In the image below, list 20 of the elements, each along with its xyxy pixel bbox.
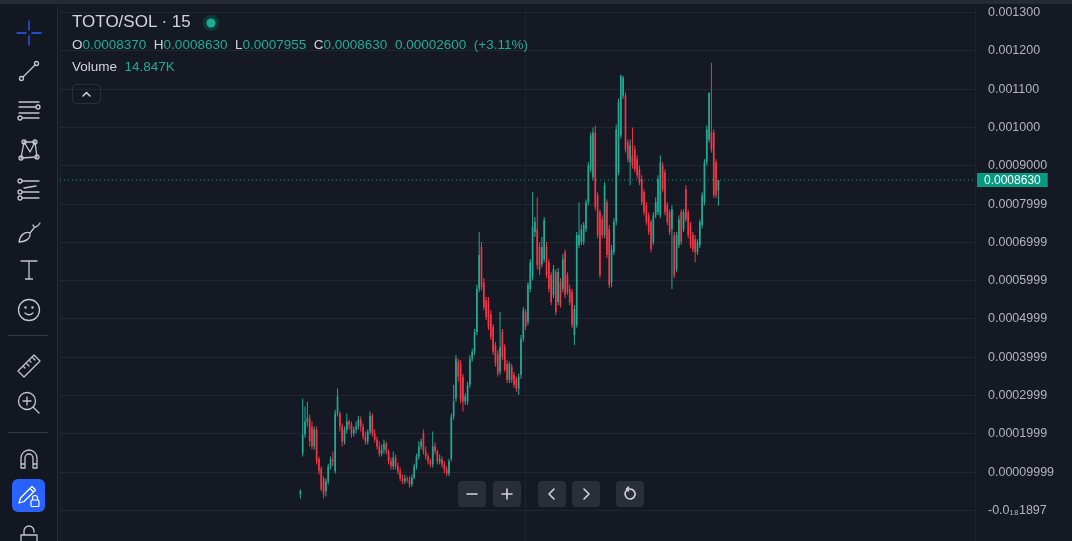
y-tick-label: 0.0004999 [988, 311, 1048, 326]
text: O0.0008370 H0.0008630 L0.0007955 C0.0008630 0.00002600 (+3.11%) [72, 37, 528, 52]
y-tick-label: 0.0009000 [988, 158, 1048, 173]
y-tick-label: 0.00009999 [988, 464, 1055, 479]
ref-line-label: 0.0008630 [984, 172, 1042, 187]
y-tick-label: 0.0001999 [988, 426, 1048, 441]
annotation: Volume 14.847K [72, 59, 175, 74]
y-tick-label: 0.0007999 [988, 196, 1048, 211]
y-tick-label: 0.0002999 [988, 388, 1048, 403]
y-tick-label: 0.0006999 [988, 234, 1048, 249]
candlestick [332, 451, 334, 467]
y-tick-label: 0.001100 [988, 81, 1040, 96]
y-tick-label: 0.0005999 [988, 273, 1048, 288]
y-tick-label: -0.0₁₈1897 [988, 502, 1047, 517]
y-tick-label: 0.0003999 [988, 349, 1048, 364]
chart-title: TOTO/SOL · 15 [72, 12, 191, 32]
y-tick-label: 0.001300 [988, 5, 1041, 20]
y-tick-label: 0.001200 [988, 43, 1041, 58]
y-tick-label: 0.001000 [988, 119, 1041, 134]
candlestick [571, 289, 573, 328]
